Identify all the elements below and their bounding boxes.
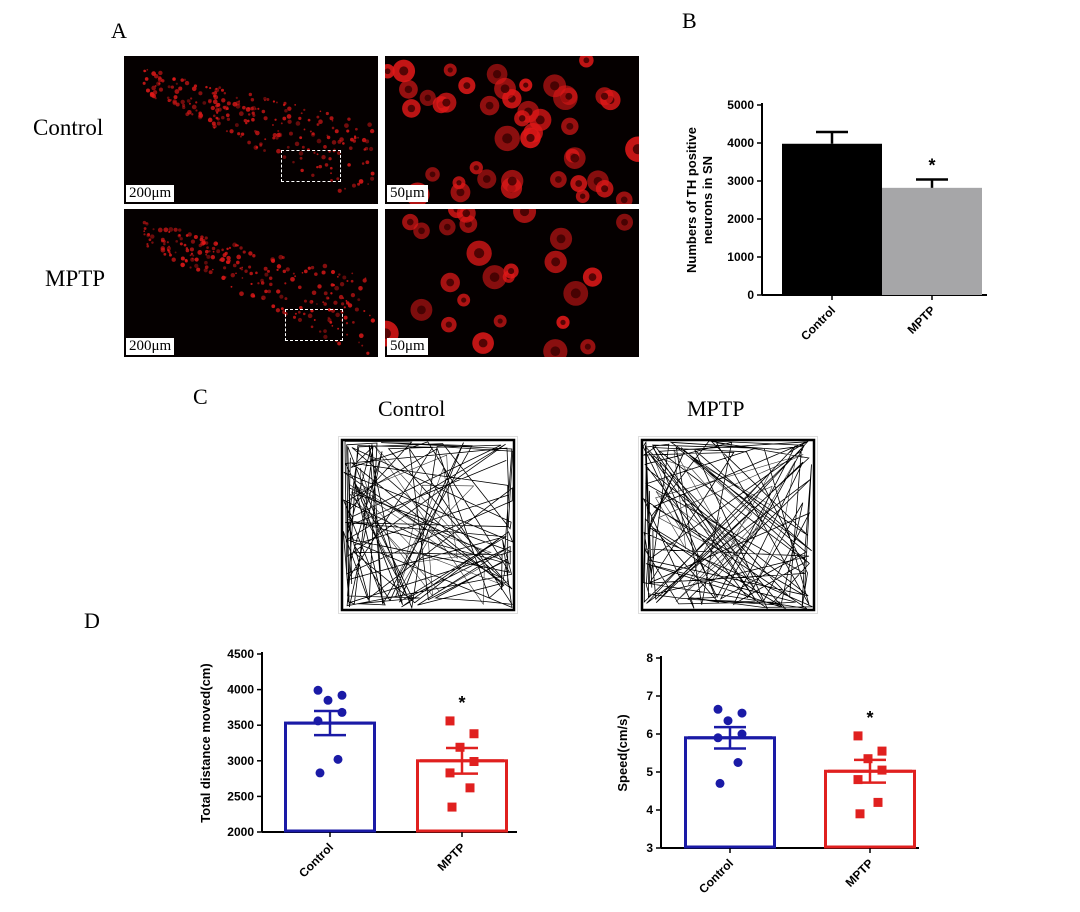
data-point	[323, 695, 333, 705]
open-field-track-mptp	[638, 436, 818, 614]
x-tick-label: Control	[798, 303, 838, 343]
y-tick-label: 1000	[727, 250, 754, 264]
data-point	[855, 809, 865, 819]
chart-speed: 3 4 5 6 7 8 Speed(cm/s) Control * MPTP	[615, 651, 919, 896]
panel-label-a: A	[111, 18, 127, 43]
row-label-control: Control	[33, 115, 104, 140]
data-point	[853, 731, 863, 741]
y-axis-label: Total distance moved(cm)	[198, 663, 213, 822]
significance-mark: *	[928, 155, 935, 175]
significance-mark: *	[866, 708, 873, 728]
data-point	[469, 757, 479, 767]
data-point	[337, 707, 347, 717]
data-point	[313, 685, 323, 695]
micrograph-control-high: 50μm	[385, 56, 639, 204]
data-point	[465, 783, 475, 793]
scale-bar-label: 50μm	[387, 338, 428, 355]
y-tick-label: 4000	[727, 136, 754, 150]
data-point	[455, 742, 465, 752]
y-tick-label: 4500	[227, 647, 254, 661]
x-tick-label: Control	[296, 840, 336, 880]
data-point	[715, 778, 725, 788]
significance-mark: *	[458, 693, 465, 713]
y-tick-label: 2000	[727, 212, 754, 226]
y-tick-label: 2000	[227, 825, 254, 839]
x-tick-label: MPTP	[435, 840, 468, 873]
zoom-region-box	[285, 309, 343, 341]
data-point	[853, 775, 863, 785]
panel-label-d: D	[84, 608, 100, 633]
data-point	[733, 758, 743, 767]
micrograph-mptp-low: 200μm	[124, 209, 378, 357]
data-point	[445, 768, 455, 778]
x-tick-label: MPTP	[905, 303, 938, 336]
y-axis-label: Speed(cm/s)	[615, 714, 630, 791]
scale-bar-label: 200μm	[126, 338, 175, 355]
y-tick-label: 3500	[227, 718, 254, 732]
data-point	[469, 729, 479, 739]
y-tick-label: 4000	[227, 683, 254, 697]
chart-th-neurons: 0 1000 2000 3000 4000 5000 Numbers of TH posit…	[684, 98, 987, 343]
y-tick-label: 8	[646, 651, 653, 665]
y-tick-label: 3000	[727, 174, 754, 188]
track-title-mptp: MPTP	[687, 396, 745, 421]
x-tick-label: Control	[696, 856, 736, 896]
chart-total-distance: 2000 2500 3000 3500 4000 4500 Total distance m…	[198, 647, 517, 880]
bar-control	[782, 143, 882, 295]
row-label-mptp: MPTP	[45, 266, 106, 291]
zoom-region-box	[281, 150, 341, 182]
y-tick-label: 0	[747, 288, 754, 302]
scale-bar-label: 50μm	[387, 185, 428, 202]
data-point	[873, 797, 883, 807]
data-point	[447, 802, 457, 812]
bar-mptp	[882, 187, 982, 295]
y-axis-label: Numbers of TH positiveneurons in SN	[684, 127, 715, 273]
y-tick-label: 5000	[727, 98, 754, 112]
scale-bar-label: 200μm	[126, 185, 175, 202]
data-point	[737, 708, 747, 718]
y-tick-label: 7	[646, 689, 653, 703]
data-point	[737, 729, 747, 739]
panel-label-c: C	[193, 384, 208, 409]
y-tick-label: 3	[646, 841, 653, 855]
bar-control	[684, 736, 776, 849]
data-point	[713, 733, 723, 743]
data-point	[333, 754, 343, 764]
data-point	[445, 716, 455, 726]
panel-label-b: B	[682, 8, 697, 33]
micrograph-control-low: 200μm	[124, 56, 378, 204]
data-point	[713, 704, 723, 714]
x-tick-label: MPTP	[843, 856, 876, 889]
data-point	[877, 765, 887, 775]
y-tick-label: 5	[646, 765, 653, 779]
y-tick-label: 6	[646, 727, 653, 741]
data-point	[863, 754, 873, 764]
y-tick-label: 2500	[227, 789, 254, 803]
data-point	[315, 768, 325, 778]
y-tick-label: 4	[646, 803, 653, 817]
track-title-control: Control	[378, 396, 446, 421]
data-point	[877, 746, 887, 756]
open-field-track-control	[338, 436, 518, 614]
data-point	[723, 716, 733, 726]
micrograph-mptp-high: 50μm	[385, 209, 639, 357]
bar-control	[284, 721, 376, 833]
data-point	[313, 716, 323, 726]
y-tick-label: 3000	[227, 754, 254, 768]
data-point	[337, 690, 347, 700]
